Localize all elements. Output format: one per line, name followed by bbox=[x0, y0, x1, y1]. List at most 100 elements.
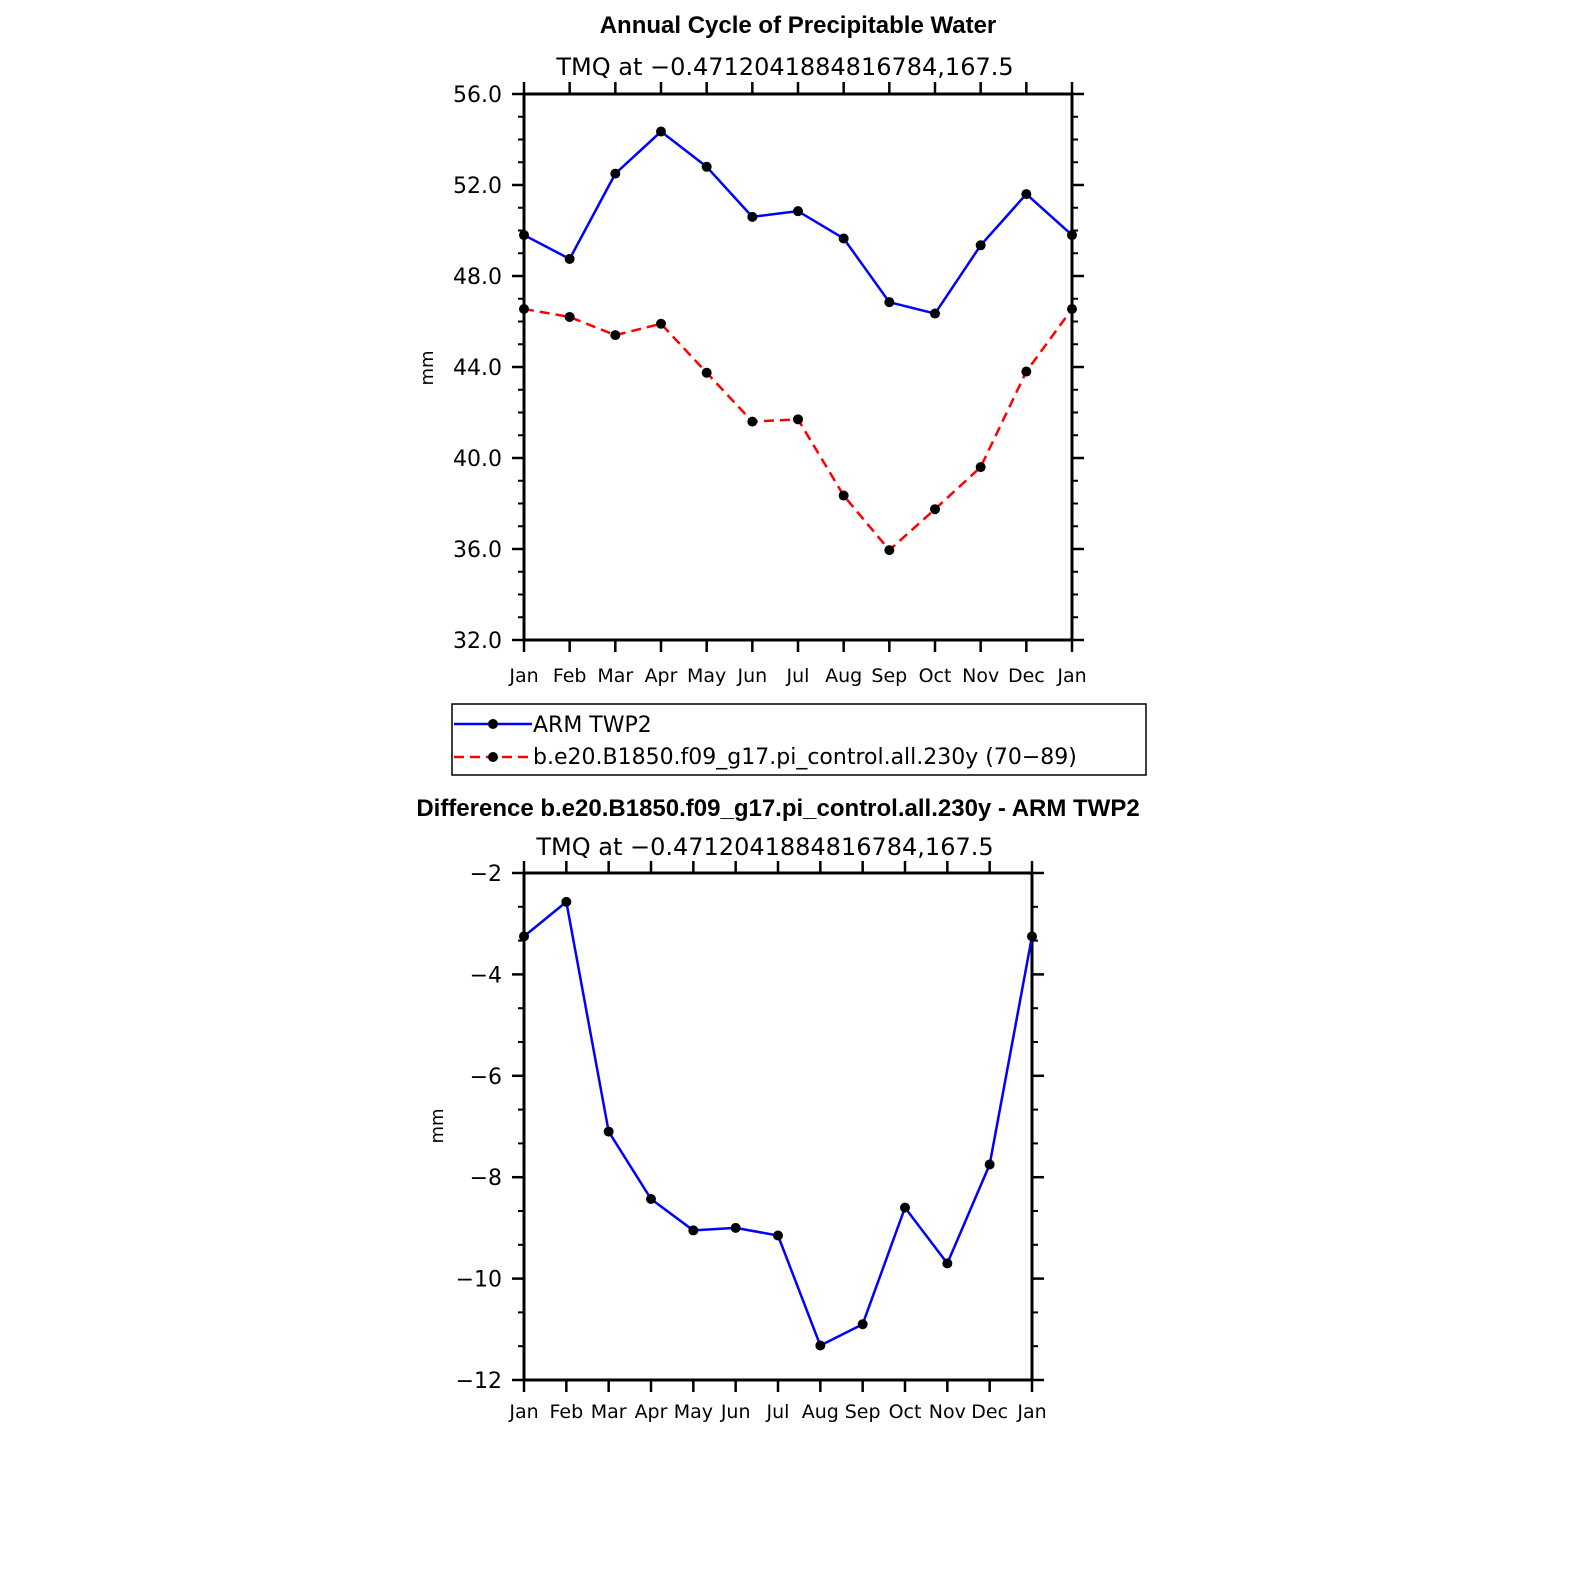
chart-1-x-tick-label: Jun bbox=[736, 665, 767, 687]
chart-1-series-0-point bbox=[564, 253, 575, 264]
chart-2-series-0-point bbox=[773, 1230, 783, 1241]
chart-2-x-tick-label: Sep bbox=[845, 1401, 881, 1423]
chart-2-series-0-point bbox=[561, 896, 572, 907]
chart-1-y-tick-label: 44.0 bbox=[453, 356, 502, 381]
chart-1-series-0-point bbox=[793, 206, 803, 217]
chart-2-x-tick-label: Mar bbox=[591, 1401, 627, 1423]
chart-2-x-tick-label: Jun bbox=[720, 1401, 751, 1423]
chart-2-y-tick-label: −6 bbox=[470, 1065, 502, 1090]
legend-marker-arm bbox=[488, 719, 498, 729]
chart-1-x-tick-label: Jan bbox=[508, 665, 538, 687]
chart-2-title: Difference b.e20.B1850.f09_g17.pi_contro… bbox=[416, 795, 1139, 822]
chart-1-series-1-point bbox=[838, 490, 849, 501]
chart-1-plot-frame bbox=[522, 92, 1074, 642]
legend-marker-model bbox=[488, 752, 498, 762]
chart-1-series-1-point bbox=[1067, 303, 1077, 314]
chart-1-x-tick-label: Oct bbox=[919, 665, 952, 687]
chart-1-series-1-point bbox=[884, 545, 895, 556]
chart-2-series-0-point bbox=[942, 1258, 953, 1269]
chart-2-series-0-point bbox=[730, 1222, 741, 1233]
chart-1-x-tick-label: Jan bbox=[1056, 665, 1086, 687]
chart-1-y-tick-label: 40.0 bbox=[453, 447, 502, 472]
chart-1-series-0-point bbox=[701, 161, 712, 172]
chart-2-x-tick-label: Oct bbox=[889, 1401, 922, 1423]
chart-2-x-tick-label: Aug bbox=[802, 1401, 839, 1423]
chart-2-subtitle: TMQ at −0.4712041884816784,167.5 bbox=[535, 833, 993, 861]
chart-2-series-0-point bbox=[815, 1340, 826, 1351]
chart-1-series bbox=[519, 126, 1077, 556]
chart-2-x-tick-label: May bbox=[674, 1401, 713, 1423]
chart-2-plot-frame bbox=[522, 871, 1034, 1382]
chart-1-x-tick-label: Feb bbox=[553, 665, 587, 687]
chart-1-y-axis-label: mm bbox=[417, 350, 438, 385]
chart-1-series-0-point bbox=[930, 308, 940, 319]
chart-2-y-tick-label: −12 bbox=[456, 1369, 502, 1394]
chart-1-x-tick-label: Sep bbox=[871, 665, 907, 687]
chart-2-series-0-point bbox=[984, 1159, 995, 1170]
chart-2-series-0-point bbox=[1027, 931, 1037, 942]
chart-1-y-tick-label: 52.0 bbox=[453, 174, 502, 199]
chart-1-series-line-0 bbox=[523, 130, 1073, 315]
chart-1-series-0-point bbox=[519, 230, 529, 241]
chart-1-x-tick-label: May bbox=[687, 665, 726, 687]
chart-2-y-tick-label: −8 bbox=[470, 1166, 502, 1191]
chart-1-x-tick-label: Jul bbox=[786, 665, 810, 687]
chart-1-series-0-point bbox=[1021, 189, 1032, 200]
chart-1-y-tick-label: 32.0 bbox=[453, 629, 502, 654]
chart-1-series-0-point bbox=[838, 233, 849, 244]
chart-1-series-0-point bbox=[747, 211, 758, 222]
chart-1-x-tick-label: Mar bbox=[597, 665, 633, 687]
chart-1-axes: 32.0 36.0 40.0 44.0 48.0 52.0 56.0 Jan Feb Mar Apr… bbox=[453, 82, 1087, 687]
chart-2-series-0-point bbox=[900, 1202, 910, 1213]
chart-1-series-1-point bbox=[793, 414, 803, 425]
chart-2-y-tick-label: −10 bbox=[456, 1268, 502, 1293]
chart-2-x-tick-label: Jan bbox=[508, 1401, 538, 1423]
chart-2-y-tick-label: −4 bbox=[470, 963, 502, 988]
chart-2-y-tick-label: −2 bbox=[470, 862, 502, 887]
legend-label-arm: ARM TWP2 bbox=[533, 713, 652, 738]
chart-2-axes: −12 −10 −8 −6 −4 −2 Jan Feb Mar Apr May Jun Jul Aug Se… bbox=[456, 861, 1047, 1423]
chart-1-series-1-point bbox=[701, 367, 712, 378]
chart-2-series-0-point bbox=[603, 1126, 614, 1137]
chart-1-series-0-point bbox=[610, 168, 621, 179]
chart-1-x-tick-label: Nov bbox=[962, 665, 999, 687]
chart-2-x-tick-label: Nov bbox=[929, 1401, 966, 1423]
chart-1-series-0-point bbox=[656, 126, 666, 137]
chart-1-title: Annual Cycle of Precipitable Water bbox=[600, 12, 997, 39]
chart-2-series-0-point bbox=[688, 1225, 699, 1236]
legend-label-model: b.e20.B1850.f09_g17.pi_control.all.230y … bbox=[533, 745, 1077, 770]
chart-1-series-1-point bbox=[564, 311, 575, 322]
chart-1-series-1-point bbox=[930, 504, 940, 515]
chart-1-series-1-point bbox=[656, 318, 666, 329]
chart-2-series-line-0 bbox=[523, 900, 1034, 1347]
chart-1-series-1-point bbox=[747, 416, 758, 427]
chart-2-x-tick-label: Jul bbox=[766, 1401, 790, 1423]
legend-box bbox=[451, 703, 1147, 776]
chart-1-y-tick-label: 56.0 bbox=[453, 83, 502, 108]
chart-2-x-tick-label: Jan bbox=[1016, 1401, 1046, 1423]
chart-1-series-0-point bbox=[884, 297, 895, 308]
chart-2-series-0-point bbox=[519, 931, 529, 942]
chart-1-series-1-point bbox=[975, 462, 986, 473]
chart-1-series-0-point bbox=[1067, 230, 1077, 241]
chart-2-series bbox=[519, 896, 1037, 1351]
chart-1-series-1-point bbox=[519, 303, 529, 314]
chart-1-subtitle: TMQ at −0.4712041884816784,167.5 bbox=[555, 53, 1013, 81]
chart-1-y-tick-label: 36.0 bbox=[453, 538, 502, 563]
chart-2-y-axis-label: mm bbox=[427, 1108, 448, 1143]
chart-1-series-0-point bbox=[975, 240, 986, 251]
chart-1-x-tick-label: Aug bbox=[825, 665, 862, 687]
chart-1-legend: ARM TWP2 b.e20.B1850.f09_g17.pi_control.… bbox=[451, 703, 1147, 776]
chart-2-x-tick-label: Dec bbox=[971, 1401, 1008, 1423]
chart-2-series-0-point bbox=[857, 1319, 868, 1330]
chart-1-series-1-point bbox=[1021, 366, 1032, 377]
chart-2-x-tick-label: Apr bbox=[635, 1401, 668, 1423]
chart-1-series-line-1 bbox=[523, 307, 1074, 552]
chart-1-series-1-point bbox=[610, 330, 621, 341]
chart-1-x-tick-label: Dec bbox=[1008, 665, 1045, 687]
chart-2-series-0-point bbox=[646, 1194, 656, 1205]
chart-2-x-tick-label: Feb bbox=[550, 1401, 584, 1423]
chart-1-x-tick-label: Apr bbox=[645, 665, 678, 687]
chart-1-y-tick-label: 48.0 bbox=[453, 265, 502, 290]
